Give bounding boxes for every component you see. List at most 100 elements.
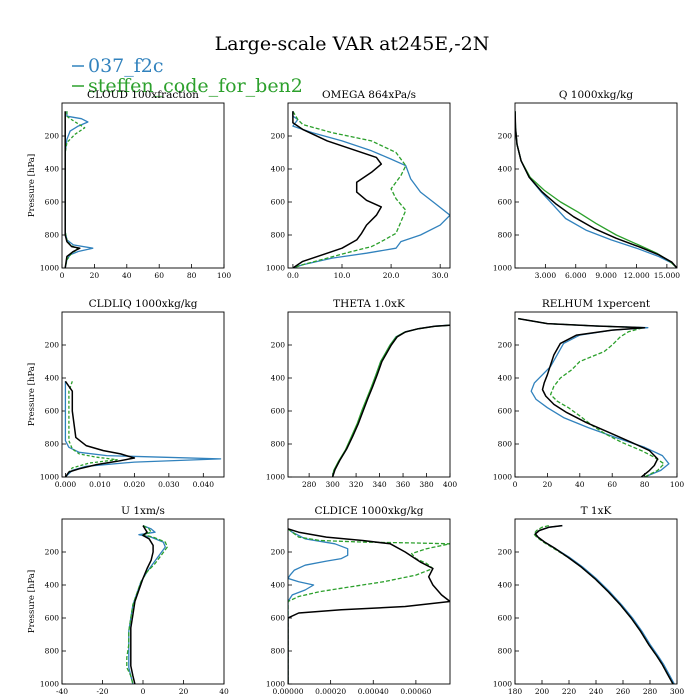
x-tick-label: 12.000 [623, 271, 649, 280]
y-tick-label: 400 [498, 581, 513, 590]
panel-title: THETA 1.0xK [333, 298, 405, 310]
panel-8: CLDICE 1000xkg/kg 200 400 600 800 10000.00000… [266, 505, 451, 696]
y-tick-label: 600 [498, 614, 513, 623]
series-group [533, 524, 675, 684]
x-tick-label: 0.00020 [315, 687, 346, 696]
y-tick-label: 800 [271, 440, 286, 449]
y-tick-label: 800 [45, 440, 60, 449]
y-tick-label: 1000 [266, 680, 285, 689]
series-group [64, 380, 222, 477]
series-line-2 [533, 524, 674, 684]
series-line-2 [292, 110, 407, 268]
x-tick-label: 0 [141, 687, 146, 696]
y-tick-label: 600 [45, 614, 60, 623]
x-tick-label: 80 [187, 271, 197, 280]
y-tick-label: 800 [498, 231, 513, 240]
x-tick-label: -40 [56, 687, 68, 696]
x-tick-label: 300 [670, 687, 685, 696]
series-group [292, 110, 450, 268]
x-tick-label: 0.00040 [358, 687, 389, 696]
legend: 037_f2c steffen_code_for_ben2 [72, 55, 303, 97]
x-tick-label: 240 [589, 687, 604, 696]
panel-title: RELHUM 1xpercent [542, 298, 651, 310]
panel-title: CLDLIQ 1000xkg/kg [89, 298, 198, 310]
x-tick-label: 0.00060 [400, 687, 431, 696]
series-line-2 [331, 324, 450, 477]
y-tick-label: 600 [45, 407, 60, 416]
y-tick-label: 800 [271, 647, 286, 656]
y-tick-label: 1000 [493, 680, 512, 689]
x-tick-label: 380 [419, 480, 434, 489]
y-tick-label: 400 [271, 374, 286, 383]
panel-4: CLDLIQ 1000xkg/kg Pressure [hPa] 200 400 600… [27, 298, 225, 489]
x-tick-label: 0.040 [193, 480, 215, 489]
series-line-3 [288, 528, 450, 684]
panel-title: Q 1000xkg/kg [559, 89, 634, 101]
y-tick-label: 800 [45, 231, 60, 240]
panel-frame [61, 102, 225, 269]
series-group [64, 111, 94, 268]
y-axis-label: Pressure [hPa] [27, 363, 37, 426]
y-tick-label: 400 [498, 374, 513, 383]
y-tick-label: 600 [271, 198, 286, 207]
panel-frame [287, 518, 451, 685]
series-line-3 [518, 317, 659, 477]
x-tick-label: 0.010 [89, 480, 111, 489]
y-tick-label: 200 [271, 341, 286, 350]
y-tick-label: 200 [271, 132, 286, 141]
x-tick-label: 360 [396, 480, 411, 489]
x-tick-label: 0 [60, 271, 65, 280]
x-tick-label: 40 [219, 687, 229, 696]
x-tick-label: 15.000 [654, 271, 680, 280]
y-tick-label: 200 [45, 341, 60, 350]
panel-frame [61, 311, 225, 478]
x-tick-label: 0 [513, 480, 518, 489]
x-tick-label: 30.0 [432, 271, 449, 280]
panel-title: T 1xK [581, 505, 612, 517]
y-tick-label: 400 [45, 581, 60, 590]
y-tick-label: 200 [498, 548, 513, 557]
y-tick-label: 600 [45, 198, 60, 207]
x-tick-label: 100 [217, 271, 232, 280]
x-tick-label: 280 [302, 480, 317, 489]
x-tick-label: 9.000 [595, 271, 617, 280]
series-group [518, 317, 670, 477]
y-tick-label: 600 [498, 407, 513, 416]
series-group [288, 528, 450, 684]
panel-frame [287, 311, 451, 478]
y-tick-label: 1000 [266, 473, 285, 482]
x-tick-label: 180 [508, 687, 523, 696]
series-line-1 [292, 111, 450, 268]
x-tick-label: 6.000 [565, 271, 587, 280]
x-tick-label: 0.00000 [272, 687, 303, 696]
y-tick-label: 600 [271, 407, 286, 416]
series-line-3 [64, 380, 136, 477]
panel-title: CLDICE 1000xkg/kg [315, 505, 424, 517]
series-line-2 [126, 525, 168, 684]
y-tick-label: 200 [271, 548, 286, 557]
y-tick-label: 1000 [493, 473, 512, 482]
x-tick-label: 20 [543, 480, 553, 489]
x-tick-label: 0.030 [158, 480, 180, 489]
x-tick-label: 10.0 [334, 271, 351, 280]
series-line-3 [534, 524, 674, 684]
y-tick-label: 200 [498, 341, 513, 350]
panel-frame [61, 518, 225, 685]
x-tick-label: 0.0 [287, 271, 299, 280]
panel-frame [287, 102, 451, 269]
series-group [331, 324, 450, 477]
x-tick-label: 340 [372, 480, 387, 489]
y-tick-label: 600 [271, 614, 286, 623]
series-line-1 [288, 528, 349, 684]
y-axis-label: Pressure [hPa] [27, 570, 37, 633]
series-line-3 [331, 324, 450, 477]
legend-label-2: steffen_code_for_ben2 [88, 75, 303, 97]
series-line-1 [331, 324, 450, 477]
y-tick-label: 200 [498, 132, 513, 141]
series-line-3 [292, 111, 383, 268]
